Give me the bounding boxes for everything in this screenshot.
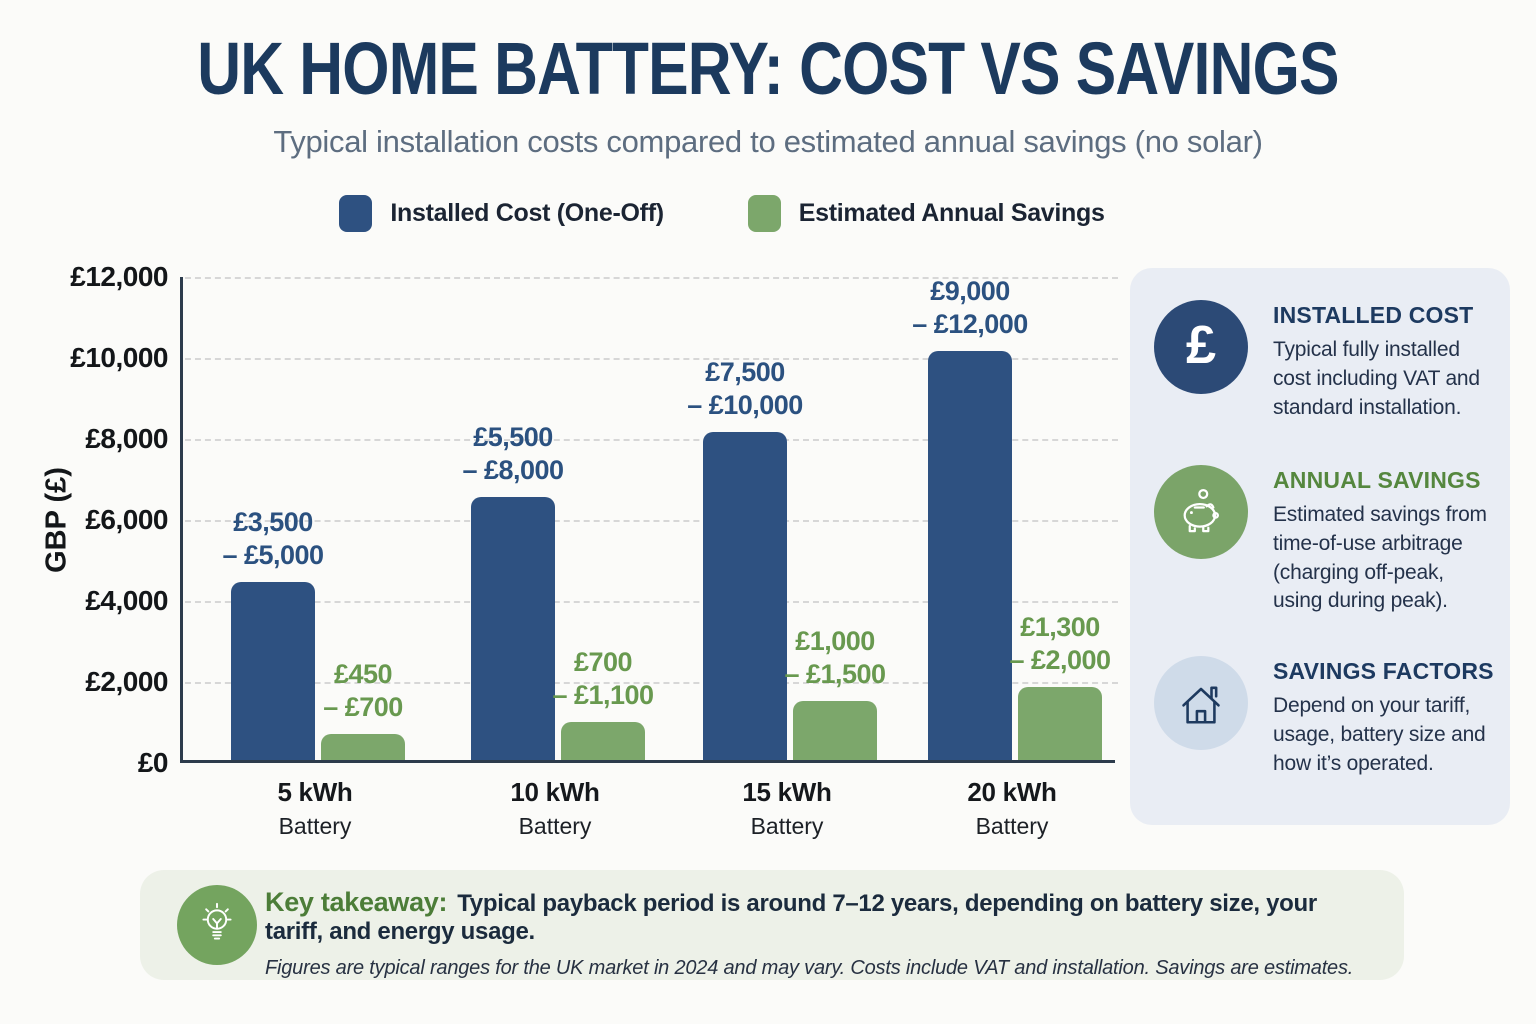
pound-icon: £ [1154,300,1248,394]
bar-column: £7,500 – £10,000 [687,277,803,760]
y-tick: £4,000 [85,585,168,616]
bar-column: £1,000 – £1,500 [784,277,886,760]
plot-area: £3,500 – £5,000 £450 – £700 £5,500 – £8,… [180,276,1118,763]
header: UK HOME BATTERY: COST VS SAVINGS [0,26,1536,111]
legend-label-cost: Installed Cost (One-Off) [390,199,664,227]
gridline [185,439,1118,441]
bar-group-15kwh: £7,500 – £10,000 £1,000 – £1,500 [687,277,886,760]
legend: Installed Cost (One-Off) Estimated Annua… [0,195,1490,232]
info-heading: ANNUAL SAVINGS [1273,467,1481,493]
page-title: UK HOME BATTERY: COST VS SAVINGS [197,27,1339,110]
info-heading: SAVINGS FACTORS [1273,658,1494,684]
bar-column: £700 – £1,100 [552,277,654,760]
legend-item-installed-cost: Installed Cost (One-Off) [339,195,664,232]
takeaway-note: Figures are typical ranges for the UK ma… [265,957,1354,979]
y-tick: £10,000 [70,342,168,373]
legend-swatch-savings [747,195,781,232]
savings-bar-5kwh [321,734,405,760]
x-category-label-15kwh: 15 kWh Battery [742,777,832,839]
x-category-label-10kwh: 10 kWh Battery [510,777,600,839]
cost-bar-15kwh [703,432,787,760]
info-body: Depend on your tariff, usage, battery si… [1273,694,1486,775]
info-body: Typical fully installed cost including V… [1273,338,1480,419]
cost-range-label: £7,500 – £10,000 [687,357,803,421]
x-category-label-20kwh: 20 kWh Battery [967,777,1057,839]
lightbulb-icon [177,885,257,965]
bar-column: £5,500 – £8,000 [462,277,564,760]
info-item-installed-cost: £ INSTALLED COST Typical fully installed… [1154,300,1494,422]
page-subtitle: Typical installation costs compared to e… [273,124,1263,159]
takeaway-text-block: Key takeaway: Typical payback period is a… [265,887,1374,980]
cost-range-label: £3,500 – £5,000 [222,507,324,571]
x-category-label-5kwh: 5 kWh Battery [277,777,353,839]
cost-bar-5kwh [231,582,315,760]
cost-range-label: £9,000 – £12,000 [912,276,1028,340]
gridline [185,277,1118,279]
gridline [185,601,1118,603]
legend-item-annual-savings: Estimated Annual Savings [747,195,1105,232]
bar-column: £3,500 – £5,000 [222,277,324,760]
savings-bar-10kwh [561,722,645,760]
bar-column: £1,300 – £2,000 [1009,277,1111,760]
savings-bar-15kwh [793,701,877,760]
savings-range-label: £700 – £1,100 [552,647,654,711]
gridline [185,358,1118,360]
info-item-annual-savings: ANNUAL SAVINGS Estimated savings from ti… [1154,465,1494,616]
y-tick: £2,000 [85,666,168,697]
bar-group-10kwh: £5,500 – £8,000 £700 – £1,100 [462,277,654,760]
gridline [185,520,1118,522]
y-tick: £6,000 [85,504,168,535]
savings-range-label: £1,000 – £1,500 [784,626,886,690]
cost-bar-10kwh [471,497,555,760]
takeaway-label: Key takeaway: [265,887,448,917]
info-body: Estimated savings from time-of-use arbit… [1273,503,1487,613]
cost-range-label: £5,500 – £8,000 [462,422,564,486]
bar-column: £9,000 – £12,000 [912,276,1028,760]
savings-range-label: £1,300 – £2,000 [1009,612,1111,676]
info-panel: £ INSTALLED COST Typical fully installed… [1130,268,1510,825]
bar-column: £450 – £700 [321,277,405,760]
gridline [185,682,1118,684]
cost-bar-20kwh [928,351,1012,760]
savings-bar-20kwh [1018,687,1102,760]
y-tick: £0 [137,747,169,778]
house-icon [1154,656,1248,750]
y-tick: £12,000 [70,261,168,292]
takeaway-text: Typical payback period is around 7–12 ye… [265,890,1317,945]
piggy-bank-icon [1154,465,1248,559]
info-heading: INSTALLED COST [1273,302,1474,328]
y-tick: £8,000 [85,423,168,454]
legend-swatch-cost [339,195,373,232]
bar-group-20kwh: £9,000 – £12,000 £1,300 – £2,000 [912,276,1111,760]
takeaway-banner: Key takeaway: Typical payback period is a… [140,870,1404,980]
info-item-savings-factors: SAVINGS FACTORS Depend on your tariff, u… [1154,656,1494,778]
bar-group-5kwh: £3,500 – £5,000 £450 – £700 [222,277,405,760]
legend-label-savings: Estimated Annual Savings [798,199,1105,227]
savings-range-label: £450 – £700 [323,659,403,723]
